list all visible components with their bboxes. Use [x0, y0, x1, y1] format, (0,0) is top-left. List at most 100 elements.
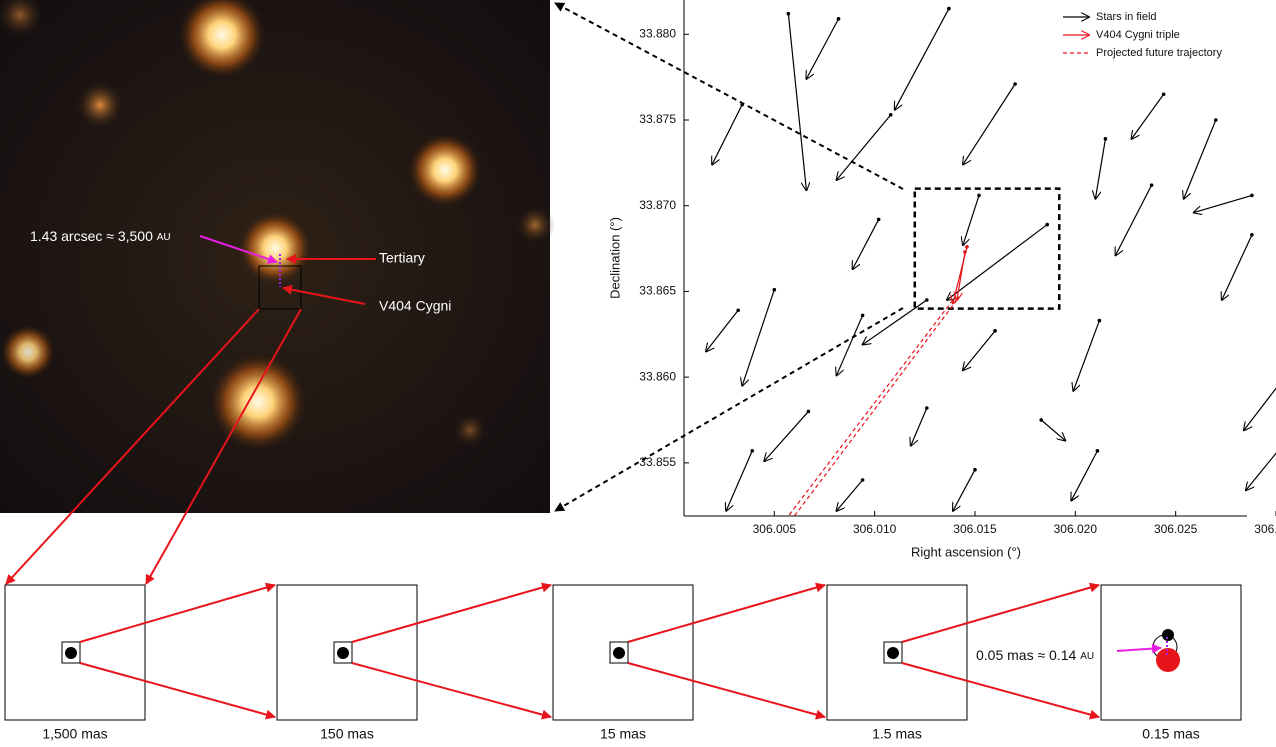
final-separation-label: 0.05 mas ≈ 0.14 AU: [976, 647, 1094, 663]
arrow-tail: [772, 287, 777, 292]
arrow-tail: [860, 478, 865, 482]
trajectory: [787, 299, 954, 516]
zoom-connector: [79, 582, 276, 643]
x-tick-label: 306.020: [1054, 522, 1098, 536]
inner-box: [61, 641, 81, 664]
y-tick-label: 33.865: [639, 284, 676, 298]
zoom-connector: [5, 308, 260, 585]
zoom-panels: 1,500 mas 150 mas 15 mas 1.5 mas 0.15 mas 0.0…: [4, 582, 1242, 742]
legend-label: V404 Cygni triple: [1096, 29, 1180, 41]
arrow-tail: [1250, 233, 1254, 237]
zoom-connector: [627, 662, 826, 720]
inner-box: [609, 641, 629, 664]
panel-scale-label: 0.15 mas: [1142, 726, 1200, 742]
final-separation-text: 0.05 mas ≈ 0.14: [976, 647, 1077, 663]
proper-motion-arrow: [1073, 320, 1100, 391]
arrow-tail: [977, 193, 981, 198]
final-separation-unit: AU: [1080, 651, 1094, 662]
arrow-tail: [963, 250, 967, 254]
legend-bg: [1059, 45, 1249, 62]
x-tick-label: 306.030: [1254, 522, 1276, 536]
proper-motion-arrow: [1244, 387, 1276, 431]
zoom-connector: [351, 582, 552, 643]
arrow-tail: [1161, 92, 1166, 97]
legend: Stars in field V404 Cygni triple Projected…: [1059, 9, 1249, 62]
target-label: V404 Cygni: [379, 298, 451, 314]
panel-scale-label: 1.5 mas: [872, 726, 922, 742]
arrow-tail: [1097, 318, 1102, 323]
zoom-connector: [554, 2, 904, 190]
arrow-tail: [876, 217, 881, 222]
trajectory: [793, 299, 958, 516]
zoom-connector: [79, 662, 276, 720]
proper-motion-arrow: [863, 299, 928, 345]
separation-arrow: [1116, 643, 1162, 654]
zoom-connector: [145, 308, 302, 585]
proper-motion-arrow: [963, 330, 996, 370]
proper-motion-arrow: [764, 411, 809, 461]
arrow-tail: [888, 113, 893, 117]
arrow-tail: [806, 409, 811, 414]
star-dot: [887, 647, 899, 659]
proper-motion-arrow: [1115, 184, 1153, 255]
separation-label: 1.43 arcsec ≈ 3,500 AU: [30, 228, 171, 244]
proper-motion-arrow: [726, 450, 753, 511]
proper-motion-arrow: [1095, 138, 1107, 199]
separation-unit: AU: [157, 232, 171, 243]
inner-box: [333, 641, 353, 664]
proper-motion-arrow: [853, 219, 880, 269]
arrow-tail: [1149, 183, 1154, 187]
arrow-tail: [925, 406, 929, 410]
x-tick-label: 306.005: [753, 522, 797, 536]
arrow-tail: [750, 449, 755, 453]
panel-scale-label: 1,500 mas: [42, 726, 107, 742]
arrow-tail: [836, 17, 841, 21]
star-field-image: [0, 0, 555, 513]
y-tick-label: 33.875: [639, 112, 676, 126]
arrow-tail: [1013, 82, 1017, 86]
arrow-tail: [965, 245, 969, 249]
arrow-tail: [973, 467, 977, 472]
y-axis-label: Declination (°): [607, 217, 622, 299]
proper-motion-arrow: [837, 479, 864, 511]
arrow-tail: [1039, 418, 1044, 422]
arrow-tail: [736, 308, 740, 313]
proper-motion-arrow: [806, 18, 840, 79]
proper-motion-arrow: [953, 469, 976, 511]
arrow-tail: [1045, 222, 1050, 227]
zoom-box: [913, 187, 1061, 310]
inner-box: [883, 641, 903, 664]
arrow-tail: [740, 102, 744, 107]
proper-motion-arrow: [1040, 419, 1065, 441]
arrow-tail: [1095, 449, 1100, 453]
legend-bg: [1059, 9, 1249, 26]
y-tick-label: 33.880: [639, 26, 676, 40]
proper-motion-arrow: [947, 224, 1048, 300]
proper-motion-arrow: [837, 315, 864, 375]
proper-motion-arrow: [1194, 194, 1253, 212]
x-tick-label: 306.010: [853, 522, 897, 536]
proper-motion-arrow: [1071, 450, 1098, 501]
proper-motion-arrow: [742, 289, 775, 386]
proper-motion-arrow: [1222, 234, 1253, 300]
x-tick-label: 306.015: [953, 522, 997, 536]
black-hole: [1156, 648, 1180, 672]
zoom-connector: [901, 582, 1100, 643]
y-tick-label: 33.855: [639, 455, 676, 469]
arrow-tail: [925, 298, 929, 302]
y-tick-label: 33.860: [639, 369, 676, 383]
proper-motion-arrow: [837, 114, 892, 180]
companion: [1162, 629, 1174, 641]
panel-scale-label: 150 mas: [320, 726, 374, 742]
arrow-tail: [1250, 193, 1254, 198]
proper-motion-arrow: [706, 309, 739, 351]
arrow-tail: [993, 329, 997, 333]
arrow-tail: [1103, 137, 1108, 141]
proper-motion-arrow: [895, 8, 950, 110]
proper-motion-arrow: [1132, 93, 1165, 139]
legend-label: Stars in field: [1096, 11, 1157, 23]
star-dot: [65, 647, 77, 659]
tertiary-label: Tertiary: [379, 250, 425, 266]
